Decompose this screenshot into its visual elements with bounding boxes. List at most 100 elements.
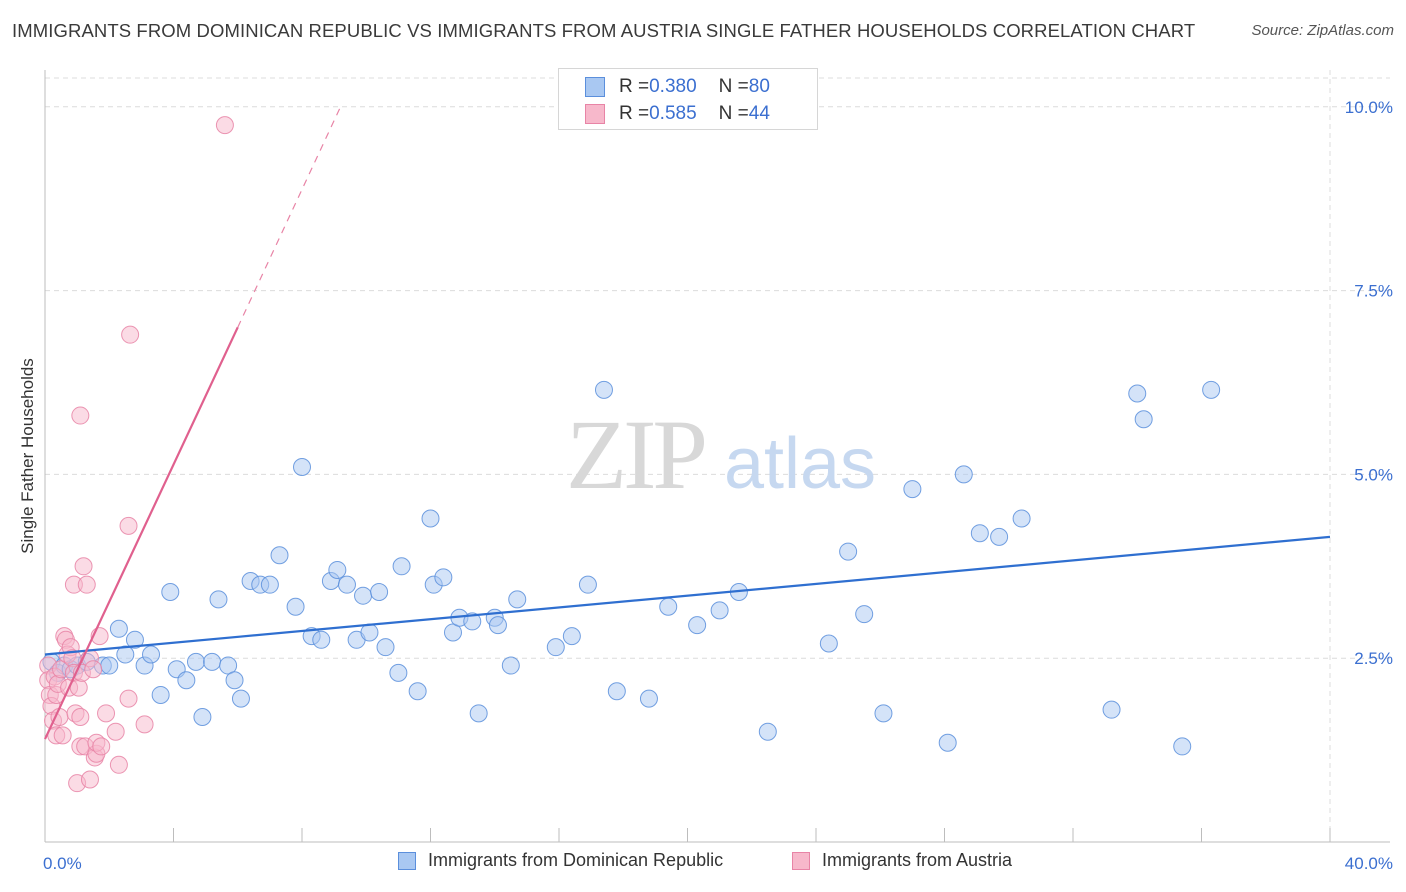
point-austria <box>53 726 72 745</box>
watermark: ZIP atlas <box>566 399 876 510</box>
point-dominican <box>874 704 893 723</box>
point-austria <box>92 737 111 756</box>
point-dominican <box>578 575 597 594</box>
point-dominican <box>1134 410 1153 429</box>
point-dominican <box>328 560 347 579</box>
point-dominican <box>463 612 482 631</box>
trendline-austria-extension <box>237 106 342 328</box>
trendline-austria <box>44 326 239 740</box>
point-dominican <box>990 527 1009 546</box>
legend-swatch-austria <box>792 851 810 870</box>
point-dominican <box>639 689 658 708</box>
x-tick-label-min: 0.0% <box>43 854 82 873</box>
point-dominican <box>607 682 626 701</box>
chart-title: IMMIGRANTS FROM DOMINICAN REPUBLIC VS IM… <box>12 20 1196 41</box>
point-dominican <box>546 638 565 657</box>
point-dominican <box>508 590 527 609</box>
legend-r-label: R = <box>619 76 650 97</box>
y-tick-label: 10.0% <box>1345 98 1393 117</box>
legend-item-dominican: Immigrants from Dominican Republic <box>398 850 723 871</box>
point-dominican <box>186 652 205 671</box>
point-austria <box>71 708 90 727</box>
legend-label-dominican: Immigrants from Dominican Republic <box>428 850 724 870</box>
legend-r-value-2: 0.585 <box>649 103 697 124</box>
tick-labels: 2.5% 5.0% 7.5% 10.0% 0.0% 40.0% <box>43 98 1393 873</box>
legend-item-austria: Immigrants from Austria <box>792 850 1012 871</box>
legend-n-label: N = <box>718 103 749 124</box>
legend-r-value-1: 0.380 <box>649 76 697 97</box>
point-dominican <box>161 583 180 602</box>
point-dominican <box>293 458 311 477</box>
trendline-dominican <box>44 535 1331 656</box>
point-dominican <box>1173 737 1192 756</box>
point-dominican <box>270 546 289 565</box>
legend-n-label: N = <box>718 76 749 97</box>
point-dominican <box>839 542 858 561</box>
legend-n-value-1: 80 <box>748 76 770 97</box>
point-dominican <box>109 619 128 638</box>
series-legend: Immigrants from Dominican Republic Immig… <box>0 850 1406 878</box>
point-dominican <box>408 682 427 701</box>
point-austria <box>84 660 103 679</box>
point-austria <box>215 116 234 135</box>
point-dominican <box>370 583 389 602</box>
point-austria <box>135 715 154 734</box>
point-dominican <box>337 575 356 594</box>
point-dominican <box>151 685 170 704</box>
point-dominican <box>659 597 678 616</box>
point-dominican <box>469 704 488 723</box>
point-dominican <box>177 671 196 690</box>
y-tick-label: 7.5% <box>1354 282 1393 301</box>
point-dominican <box>819 634 838 653</box>
point-dominican <box>970 524 989 543</box>
legend-n-value-2: 44 <box>748 103 770 124</box>
point-dominican <box>421 509 440 528</box>
watermark-atlas: atlas <box>724 424 876 504</box>
point-austria <box>80 770 99 789</box>
point-austria <box>121 325 140 344</box>
point-dominican <box>231 689 250 708</box>
axes-layer <box>44 70 1390 843</box>
grid-layer <box>45 70 1390 842</box>
point-austria <box>106 722 125 741</box>
legend-r-label: R = <box>619 103 650 124</box>
point-austria <box>74 557 93 576</box>
point-dominican <box>501 656 520 675</box>
point-dominican <box>434 568 453 587</box>
point-dominican <box>1202 380 1221 399</box>
y-tick-label: 5.0% <box>1354 465 1393 484</box>
point-dominican <box>389 663 408 682</box>
legend-swatch-pink <box>585 104 605 124</box>
point-dominican <box>903 480 922 499</box>
points-layer <box>39 116 1221 793</box>
point-dominican <box>116 645 135 664</box>
point-dominican <box>855 605 874 624</box>
point-dominican <box>954 465 973 484</box>
stats-legend: R = 0.380 N = 80 R = 0.585 N = 44 <box>558 68 818 130</box>
point-austria <box>77 575 96 594</box>
point-dominican <box>360 623 379 642</box>
point-dominican <box>1128 384 1147 403</box>
point-dominican <box>1102 700 1121 719</box>
point-dominican <box>225 671 244 690</box>
watermark-zip: ZIP <box>566 399 704 510</box>
point-dominican <box>488 616 507 635</box>
point-dominican <box>710 601 729 620</box>
legend-label-austria: Immigrants from Austria <box>822 850 1013 870</box>
point-dominican <box>1012 509 1031 528</box>
point-austria <box>109 755 128 774</box>
point-austria <box>97 704 116 723</box>
point-dominican <box>203 652 222 671</box>
trend-layer <box>44 106 1331 740</box>
point-dominican <box>392 557 411 576</box>
point-austria <box>119 689 138 708</box>
point-dominican <box>938 733 957 752</box>
point-dominican <box>688 616 707 635</box>
point-dominican <box>100 656 119 675</box>
point-dominican <box>376 638 395 657</box>
point-dominican <box>758 722 777 741</box>
legend-swatch-dominican <box>398 851 416 870</box>
legend-row-austria: R = 0.585 N = 44 <box>585 103 770 125</box>
point-austria <box>119 516 138 535</box>
